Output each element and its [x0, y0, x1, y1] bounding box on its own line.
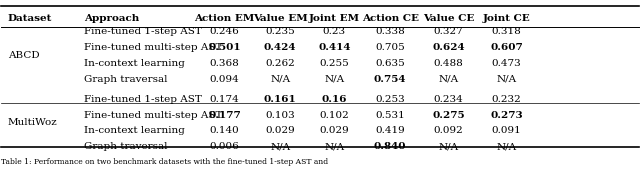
Text: N/A: N/A	[270, 142, 290, 151]
Text: 0.140: 0.140	[209, 126, 239, 135]
Text: 0.16: 0.16	[321, 95, 347, 104]
Text: 0.635: 0.635	[375, 59, 405, 68]
Text: 0.092: 0.092	[433, 126, 463, 135]
Text: N/A: N/A	[497, 75, 516, 84]
Text: 0.338: 0.338	[375, 27, 405, 36]
Text: N/A: N/A	[438, 142, 458, 151]
Text: 0.368: 0.368	[209, 59, 239, 68]
Text: 0.102: 0.102	[319, 110, 349, 120]
Text: 0.029: 0.029	[266, 126, 295, 135]
Text: Dataset: Dataset	[8, 14, 52, 23]
Text: 0.705: 0.705	[375, 43, 405, 52]
Text: Table 1: Performance on two benchmark datasets with the fine-tuned 1-step AST an: Table 1: Performance on two benchmark da…	[1, 158, 328, 166]
Text: Joint EM: Joint EM	[308, 14, 360, 23]
Text: In-context learning: In-context learning	[84, 59, 185, 68]
Text: 0.419: 0.419	[375, 126, 405, 135]
Text: 0.607: 0.607	[490, 43, 523, 52]
Text: 0.161: 0.161	[264, 95, 296, 104]
Text: 0.029: 0.029	[319, 126, 349, 135]
Text: 0.246: 0.246	[209, 27, 239, 36]
Text: Joint CE: Joint CE	[483, 14, 531, 23]
Text: 0.262: 0.262	[266, 59, 295, 68]
Text: Value EM: Value EM	[253, 14, 308, 23]
Text: Value CE: Value CE	[422, 14, 474, 23]
Text: Fine-tuned 1-step AST: Fine-tuned 1-step AST	[84, 27, 202, 36]
Text: Fine-tuned multi-step AST: Fine-tuned multi-step AST	[84, 110, 223, 120]
Text: 0.414: 0.414	[318, 43, 351, 52]
Text: 0.473: 0.473	[492, 59, 522, 68]
Text: 0.23: 0.23	[323, 27, 346, 36]
Text: Action CE: Action CE	[362, 14, 419, 23]
Text: 0.174: 0.174	[209, 95, 239, 104]
Text: 0.273: 0.273	[490, 110, 523, 120]
Text: 0.094: 0.094	[209, 75, 239, 84]
Text: N/A: N/A	[497, 142, 516, 151]
Text: 0.424: 0.424	[264, 43, 296, 52]
Text: 0.006: 0.006	[209, 142, 239, 151]
Text: ABCD: ABCD	[8, 51, 40, 60]
Text: 0.318: 0.318	[492, 27, 522, 36]
Text: Approach: Approach	[84, 14, 140, 23]
Text: 0.232: 0.232	[492, 95, 522, 104]
Text: N/A: N/A	[438, 75, 458, 84]
Text: Graph traversal: Graph traversal	[84, 142, 168, 151]
Text: 0.255: 0.255	[319, 59, 349, 68]
Text: 0.103: 0.103	[266, 110, 295, 120]
Text: Action EM: Action EM	[194, 14, 255, 23]
Text: 0.624: 0.624	[432, 43, 465, 52]
Text: 0.327: 0.327	[433, 27, 463, 36]
Text: 0.488: 0.488	[433, 59, 463, 68]
Text: 0.501: 0.501	[208, 43, 241, 52]
Text: 0.754: 0.754	[374, 75, 406, 84]
Text: In-context learning: In-context learning	[84, 126, 185, 135]
Text: 0.235: 0.235	[266, 27, 295, 36]
Text: 0.234: 0.234	[433, 95, 463, 104]
Text: 0.177: 0.177	[208, 110, 241, 120]
Text: Graph traversal: Graph traversal	[84, 75, 168, 84]
Text: 0.091: 0.091	[492, 126, 522, 135]
Text: 0.531: 0.531	[375, 110, 405, 120]
Text: 0.840: 0.840	[374, 142, 406, 151]
Text: MultiWoz: MultiWoz	[8, 118, 58, 128]
Text: N/A: N/A	[324, 75, 344, 84]
Text: N/A: N/A	[324, 142, 344, 151]
Text: Fine-tuned 1-step AST: Fine-tuned 1-step AST	[84, 95, 202, 104]
Text: Fine-tuned multi-step AST: Fine-tuned multi-step AST	[84, 43, 223, 52]
Text: 0.275: 0.275	[432, 110, 465, 120]
Text: N/A: N/A	[270, 75, 290, 84]
Text: 0.253: 0.253	[375, 95, 405, 104]
